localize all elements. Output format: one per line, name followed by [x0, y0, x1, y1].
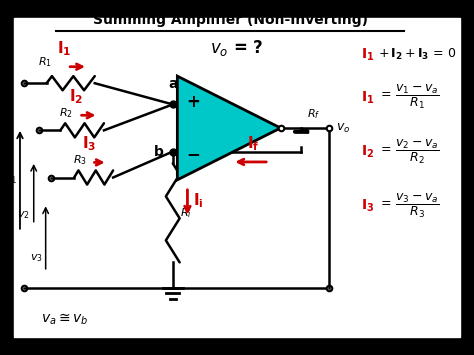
Text: −: − — [187, 145, 201, 163]
Text: $\mathbf{I_2}$: $\mathbf{I_2}$ — [361, 143, 374, 160]
Text: $\mathbf{I_i}$: $\mathbf{I_i}$ — [193, 192, 203, 211]
Text: $\mathbf{I_1}$: $\mathbf{I_1}$ — [57, 39, 71, 58]
Text: $=\,\dfrac{v_2 - v_a}{R_2}$: $=\,\dfrac{v_2 - v_a}{R_2}$ — [378, 137, 439, 166]
Text: $v_o$ = ?: $v_o$ = ? — [210, 38, 264, 58]
Text: $R_f$: $R_f$ — [307, 107, 320, 121]
Text: $\mathbf{I_3}$: $\mathbf{I_3}$ — [361, 198, 374, 214]
Text: $=\,\dfrac{v_3 - v_a}{R_3}$: $=\,\dfrac{v_3 - v_a}{R_3}$ — [378, 192, 439, 220]
Text: $\mathbf{I_2}$: $\mathbf{I_2}$ — [69, 87, 83, 106]
Text: $R_i$: $R_i$ — [180, 206, 191, 220]
Text: $\mathbf{I_1}$: $\mathbf{I_1}$ — [361, 89, 374, 105]
Text: $R_3$: $R_3$ — [73, 153, 87, 167]
Text: $v_a \cong v_b$: $v_a \cong v_b$ — [41, 311, 89, 327]
Text: $v_2$: $v_2$ — [17, 209, 30, 221]
Text: Summing Amplifier (Non-Inverting): Summing Amplifier (Non-Inverting) — [92, 12, 368, 27]
Text: b: b — [154, 144, 164, 159]
Text: $=\,\dfrac{v_1 - v_a}{R_1}$: $=\,\dfrac{v_1 - v_a}{R_1}$ — [378, 83, 439, 111]
Text: $v_1$: $v_1$ — [3, 173, 17, 186]
Text: +: + — [187, 93, 201, 111]
Text: $R_1$: $R_1$ — [38, 55, 52, 69]
Polygon shape — [177, 76, 281, 180]
Text: $R_2$: $R_2$ — [59, 106, 73, 120]
Text: $\mathbf{I_f}$: $\mathbf{I_f}$ — [247, 134, 259, 153]
Text: $\mathbf{I_1}$: $\mathbf{I_1}$ — [361, 47, 374, 63]
Text: $\mathbf{I_3}$: $\mathbf{I_3}$ — [82, 134, 96, 153]
Text: $v_o$: $v_o$ — [336, 121, 350, 135]
Text: $+\,\mathbf{I_2}+\mathbf{I_3}\,=\,0$: $+\,\mathbf{I_2}+\mathbf{I_3}\,=\,0$ — [378, 47, 457, 62]
Text: a: a — [168, 77, 177, 91]
Text: $v_3$: $v_3$ — [30, 252, 43, 263]
